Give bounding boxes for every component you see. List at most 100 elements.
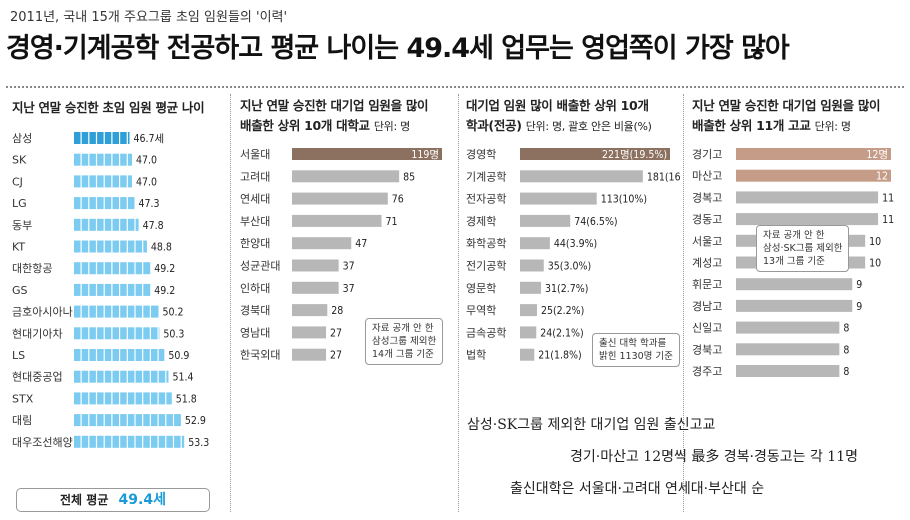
category-label: 한양대 [240, 237, 270, 250]
bar-segment [112, 414, 119, 427]
bar-segment [151, 349, 158, 361]
bar-segment [97, 392, 104, 405]
bar-segment [81, 218, 89, 231]
bar-segment [158, 349, 165, 361]
bar-segment [81, 132, 89, 144]
bar-segment [97, 262, 104, 275]
bar-segment [112, 132, 119, 144]
major-chart-unit: 단위: 명, 괄호 안은 비율(%) [525, 120, 652, 133]
value-label: 49.2 [154, 263, 175, 275]
category-label: 전자공학 [466, 193, 506, 206]
bar-segment [127, 153, 132, 166]
bar [736, 148, 891, 160]
highschool-note-line: 13개 그룹 기준 [763, 256, 825, 267]
major-note: 출신 대학 학과를 밝힌 1130명 기준 [592, 333, 680, 367]
category-label: 인하대 [240, 281, 270, 295]
major-chart: 경영학 221명(19.5%) 기계공학 181(16%) 전자공학 113(10%) 경제… [466, 148, 680, 362]
major-chart-title: 대기업 임원 많이 배출한 상위 10개 [466, 98, 649, 113]
bar-segment [143, 327, 150, 340]
age-chart-panel: 지난 연말 승진한 초임 임원 평균 나이 삼성 46.7세 SK 47.0 CJ 47.… [12, 96, 224, 449]
bar [292, 148, 442, 160]
bar [292, 281, 339, 294]
bar-segment [81, 175, 89, 188]
value-label: 221명(19.5%) [602, 149, 667, 161]
value-label: 44(3.9%) [554, 238, 597, 250]
bar-segment [97, 132, 104, 144]
bar-segment [74, 370, 81, 383]
bar-segment [97, 197, 104, 210]
bar-segment [158, 414, 166, 427]
bar-segment [135, 414, 143, 427]
bar-segment [143, 305, 150, 318]
university-note-line: 자료 공개 안 한 [372, 323, 434, 334]
bar-segment [97, 305, 104, 318]
bar-segment [135, 240, 143, 253]
bar-segment [112, 175, 119, 188]
bar-segment [89, 175, 96, 188]
value-label: 47 [355, 238, 367, 250]
bar-segment [120, 218, 127, 231]
value-label: 9 [856, 301, 862, 313]
category-label: 삼성 [12, 132, 32, 145]
value-label: 48.8 [151, 242, 172, 254]
value-label: 12 [876, 171, 888, 183]
bar-segment [104, 370, 112, 383]
bar-segment [89, 305, 96, 318]
bar-segment [127, 435, 135, 448]
category-label: 경제학 [466, 215, 496, 228]
value-label: 181(16%) [647, 171, 680, 183]
bar [520, 192, 597, 205]
value-label: 50.9 [168, 350, 189, 362]
bar-segment [120, 370, 127, 383]
bar-segment [120, 392, 127, 405]
category-label: 기계공학 [466, 170, 506, 183]
bar-segment [166, 392, 172, 405]
bar-segment [151, 392, 158, 405]
headline: 경영·기계공학 전공하고 평균 나이는 49.4세 업무는 영업쪽이 가장 많아 [6, 33, 790, 64]
value-label: 119명 [411, 149, 439, 161]
highschool-chart-panel: 지난 연말 승진한 대기업 임원을 많이 배출한 상위 11개 고교 단위: 명… [692, 96, 904, 378]
column-divider [683, 94, 684, 512]
highschool-note-line: 자료 공개 안 한 [763, 230, 825, 241]
category-label: 부산대 [240, 215, 270, 228]
category-label: 무역학 [466, 304, 496, 317]
category-label: 금속공학 [466, 326, 506, 339]
bar-segment [127, 305, 135, 318]
bar-segment [104, 283, 112, 296]
summary-line-1: 삼성·SK그룹 제외한 대기업 임원 출신고교 [467, 417, 716, 433]
category-label: 대림 [12, 414, 32, 427]
overall-average-label: 전체 평균 [60, 493, 109, 507]
bar-segment [81, 327, 89, 340]
bar-segment [97, 153, 104, 166]
highschool-note-line: 삼성·SK그룹 제외한 [763, 243, 843, 254]
bar-segment [104, 435, 112, 448]
value-label: 27 [330, 327, 342, 339]
bar-segment [89, 392, 96, 405]
value-label: 31(2.7%) [545, 283, 588, 295]
bar-segment [97, 218, 104, 231]
bar-segment [120, 175, 127, 188]
bar-segment [158, 392, 166, 405]
bar-segment [174, 435, 181, 448]
header-divider [6, 86, 904, 88]
overall-average-value: 49.4세 [118, 492, 166, 508]
value-label: 53.3 [188, 437, 209, 449]
bar [736, 365, 840, 377]
bar-segment [158, 370, 166, 383]
category-label: 금호아시아나 [12, 306, 73, 319]
bar-segment [74, 414, 81, 427]
bar-segment [89, 435, 96, 448]
bar [520, 304, 537, 317]
bar-segment [89, 414, 96, 427]
category-label: 경주고 [692, 365, 722, 378]
category-label: 대한항공 [12, 262, 52, 275]
category-label: 법학 [466, 349, 486, 362]
bar-segment [81, 262, 89, 275]
highschool-note: 자료 공개 안 한 삼성·SK그룹 제외한 13개 그룹 기준 [756, 225, 850, 272]
value-label: 74(6.5%) [574, 216, 617, 228]
bar-segment [74, 283, 81, 296]
summary-line-3: 출신대학은 서울대·고려대 연세대·부산대 순 [510, 481, 765, 497]
bar-segment [104, 218, 112, 231]
university-chart-title: 지난 연말 승진한 대기업 임원을 많이 [240, 98, 429, 113]
value-label: 113(10%) [601, 194, 647, 206]
